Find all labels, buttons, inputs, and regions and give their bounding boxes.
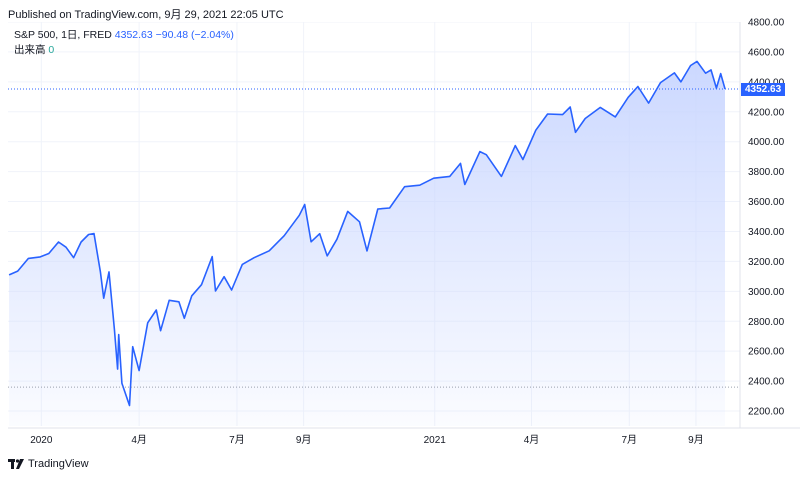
- y-tick-label: 3200.00: [748, 257, 785, 268]
- y-tick-label: 4600.00: [748, 47, 785, 58]
- series-line: [8, 60, 726, 407]
- y-tick-label: 3600.00: [748, 197, 785, 208]
- y-tick-label: 2400.00: [748, 377, 785, 388]
- area-fill: [9, 61, 725, 426]
- chart-area[interactable]: [8, 22, 740, 426]
- y-tick-label: 4800.00: [748, 18, 785, 29]
- x-tick-label: 4月: [524, 434, 540, 446]
- legend: S&P 500, 1日, FRED 4352.63 −90.48 (−2.04%…: [14, 28, 234, 58]
- change-value: −90.48 (−2.04%): [155, 29, 234, 41]
- x-tick-label: 9月: [688, 434, 704, 446]
- x-tick-label: 2021: [424, 435, 447, 446]
- symbol-label: S&P 500, 1日, FRED: [14, 29, 112, 41]
- y-tick-label: 3000.00: [748, 287, 785, 298]
- x-tick-label: 4月: [131, 434, 147, 446]
- last-value: 4352.63: [114, 29, 153, 41]
- volume-label: 出来高: [14, 44, 46, 56]
- x-tick-label: 7月: [622, 434, 638, 446]
- y-tick-label: 2600.00: [748, 347, 785, 358]
- x-tick-label: 9月: [296, 434, 312, 446]
- y-tick-label: 2200.00: [748, 407, 785, 418]
- y-tick-label: 3800.00: [748, 167, 785, 178]
- published-caption: Published on TradingView.com, 9月 29, 202…: [8, 9, 284, 21]
- volume-value: 0: [48, 44, 55, 56]
- tradingview-logo-icon: [8, 459, 24, 469]
- x-tick-label: 7月: [229, 434, 245, 446]
- y-tick-label: 4000.00: [748, 137, 785, 148]
- x-tick-label: 2020: [30, 435, 53, 446]
- footer-brand[interactable]: TradingView: [28, 458, 89, 470]
- y-tick-label: 3400.00: [748, 227, 785, 238]
- y-tick-label: 2800.00: [748, 317, 785, 328]
- price-chart[interactable]: [8, 22, 740, 426]
- y-tick-label: 4200.00: [748, 107, 785, 118]
- last-price-badge: 4352.63: [741, 83, 786, 96]
- footer: TradingView: [8, 458, 89, 470]
